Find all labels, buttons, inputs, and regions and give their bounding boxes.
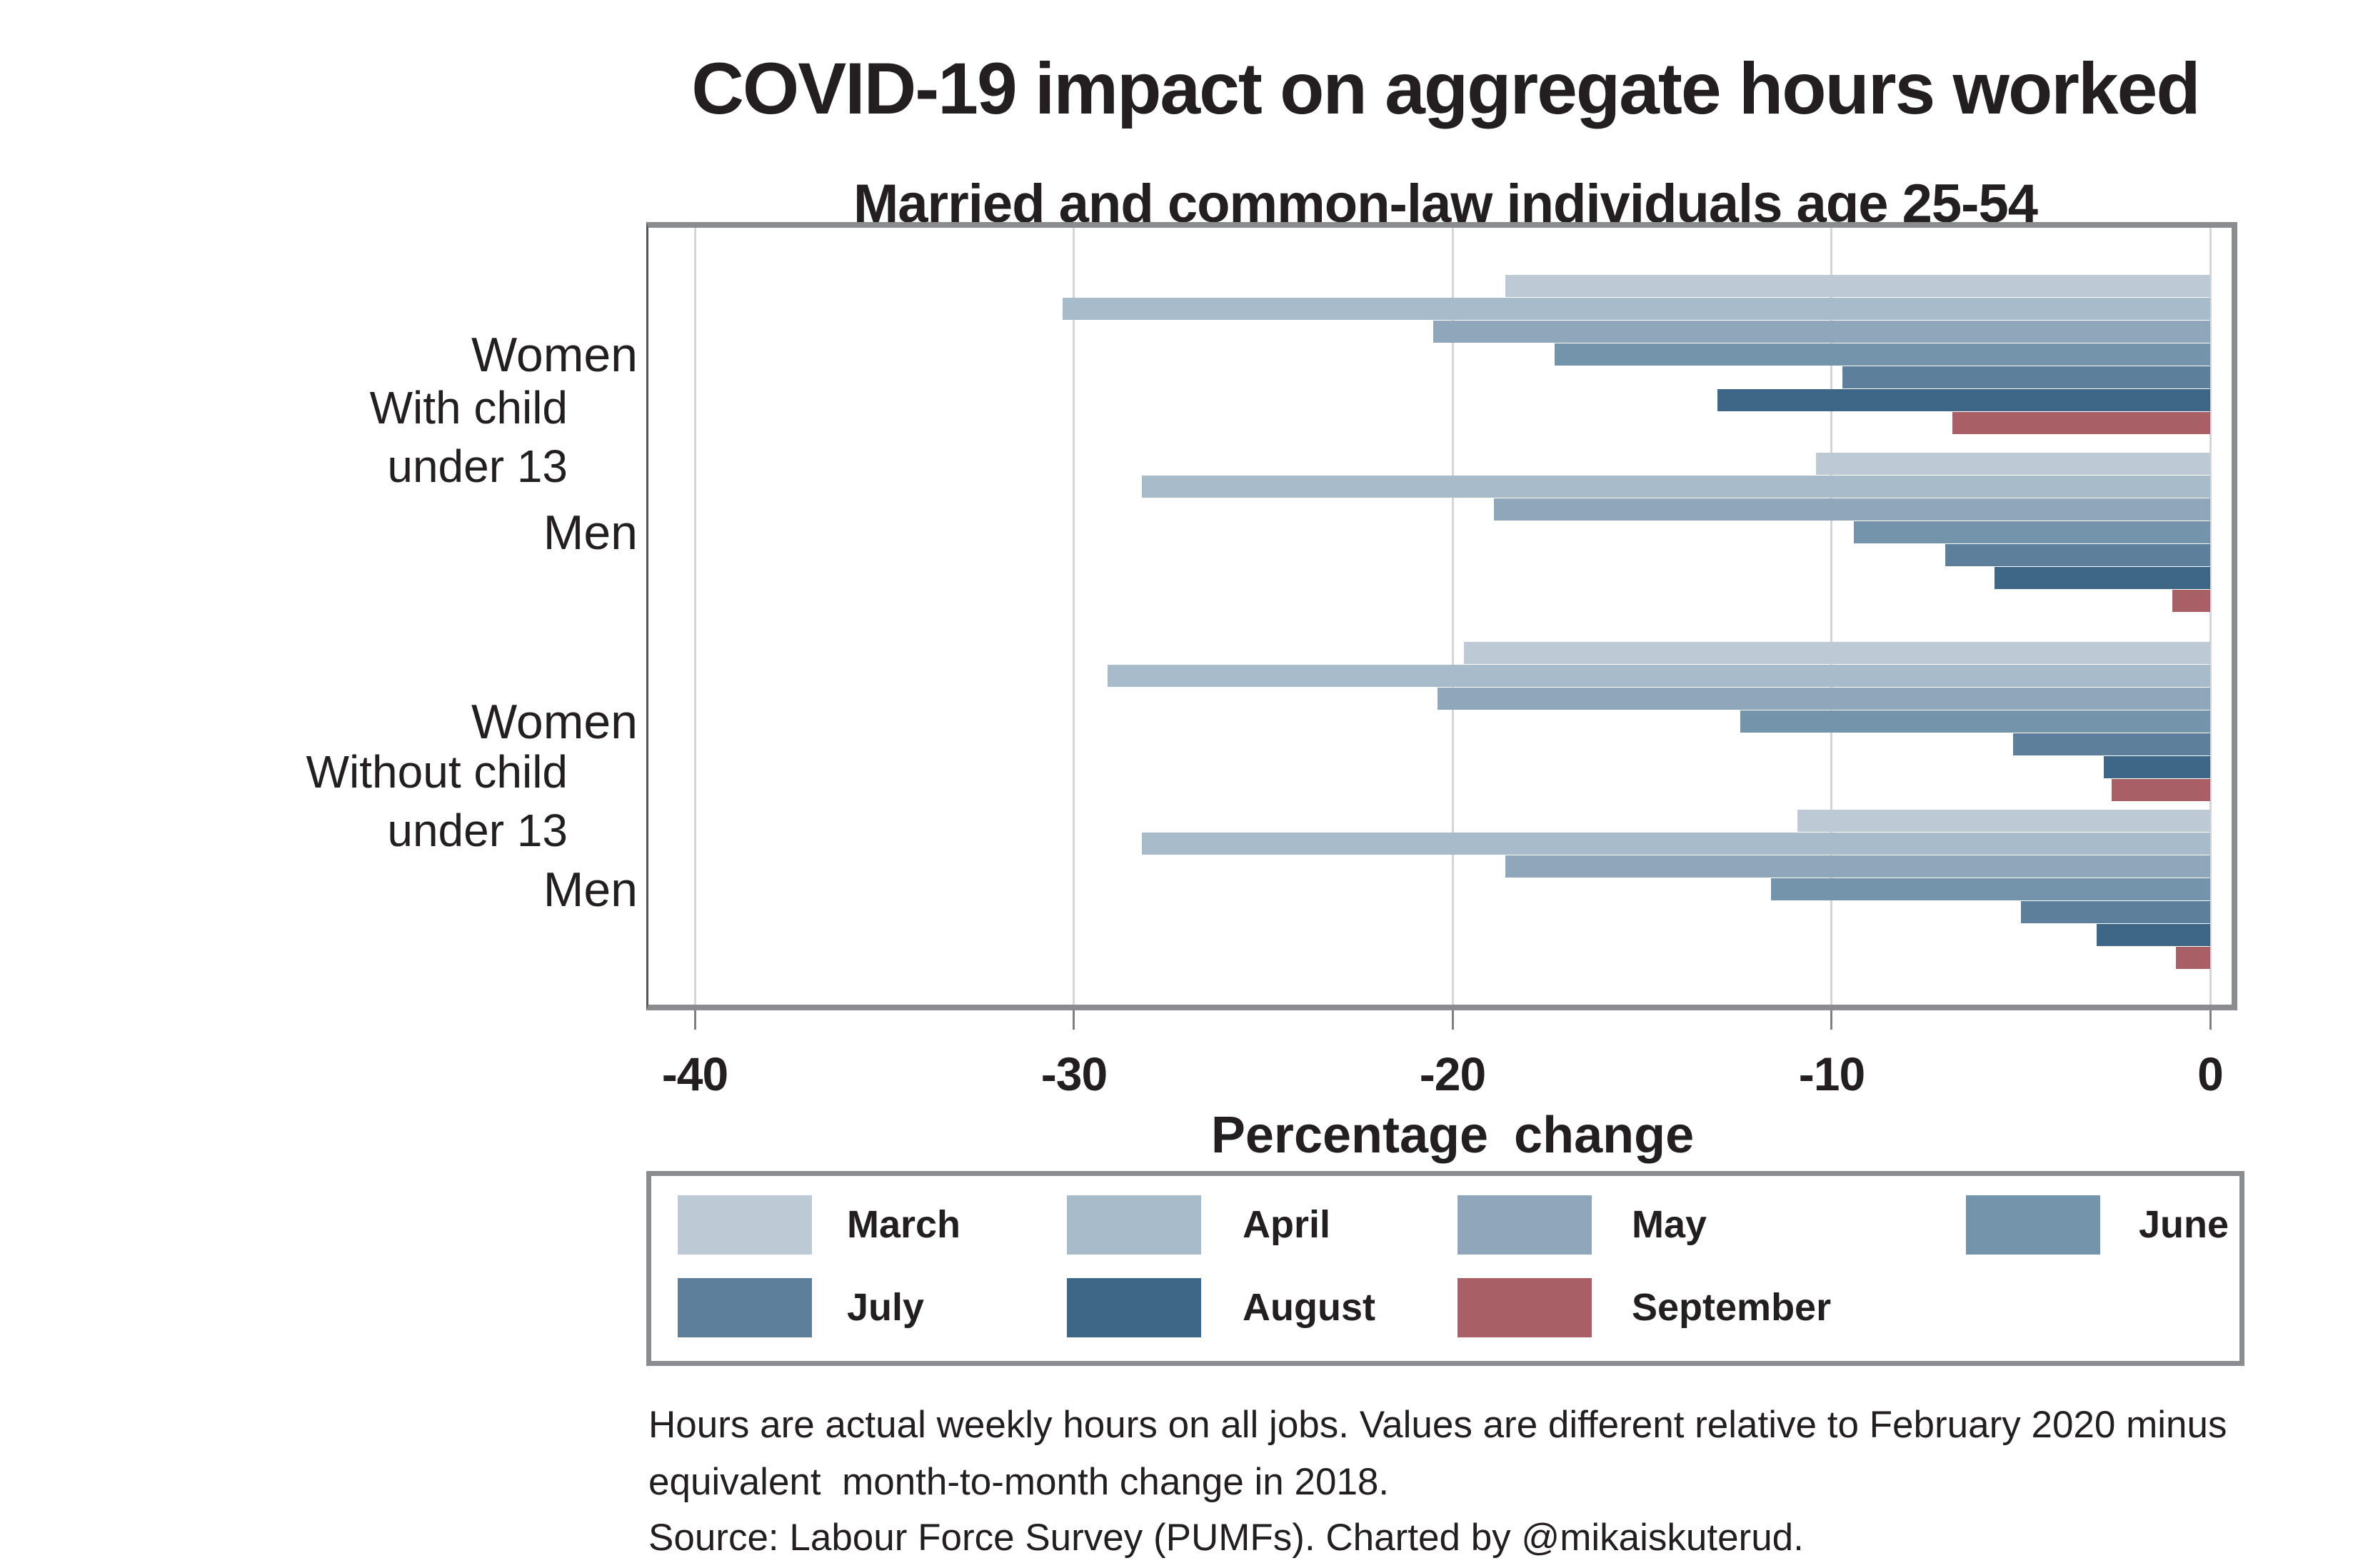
bar-women-august [1717,389,2210,411]
legend-box: March April May June July August September [646,1171,2244,1366]
chart-title: COVID-19 impact on aggregate hours worke… [691,48,2200,129]
bar-men-may [1505,855,2210,878]
bar-women-may [1438,688,2210,710]
bar-men-september [2176,947,2210,969]
bar-men-may [1494,498,2210,521]
footnote-line-2: equivalent month-to-month change in 2018… [648,1461,1390,1503]
bar-women-may [1433,321,2210,343]
section-label-0: With child under 13 [369,382,568,492]
legend-swatch-september [1458,1278,1592,1337]
legend-label-april: April [1243,1203,1331,1246]
bar-women-april [1108,665,2210,687]
legend-label-september: September [1632,1286,1832,1329]
bar-women-april [1063,298,2210,320]
bar-women-september [2112,779,2210,801]
legend-label-august: August [1243,1286,1375,1329]
x-tick--30 [1073,1010,1075,1030]
bar-men-march [1816,453,2210,475]
row-label-men-3: Men [543,863,638,917]
x-axis-title: Percentage change [1210,1107,1695,1164]
bar-women-july [1842,366,2210,388]
x-tick-label--20: -20 [1419,1047,1486,1100]
bar-women-march [1464,642,2210,664]
plot-area [646,222,2237,1010]
gridline--40 [694,228,696,1005]
legend-swatch-may [1458,1195,1592,1255]
legend-label-may: May [1632,1203,1707,1246]
bar-men-august [2097,924,2210,946]
gridline--10 [1830,228,1832,1005]
bar-women-september [1952,412,2210,434]
gridline-0 [2209,228,2212,1005]
x-tick-label--30: -30 [1040,1047,1108,1100]
legend-swatch-august [1067,1278,1201,1337]
legend-swatch-april [1067,1195,1201,1255]
footnote-line-1: Hours are actual weekly hours on all job… [648,1404,2227,1446]
plot-inner [648,228,2232,1005]
gridline--30 [1073,228,1075,1005]
bar-men-march [1797,810,2210,832]
x-tick-label--40: -40 [661,1047,728,1100]
legend-label-june: June [2139,1203,2229,1246]
row-label-women-2: Women [471,695,638,749]
x-tick-0 [2209,1010,2212,1030]
bar-women-july [2013,733,2210,755]
x-tick-label--10: -10 [1798,1047,1865,1100]
bar-women-june [1740,710,2210,733]
bar-men-july [1945,544,2210,566]
x-tick-label-0: 0 [2197,1047,2224,1100]
x-tick--40 [694,1010,696,1030]
x-tick--20 [1452,1010,1454,1030]
x-tick--10 [1830,1010,1832,1030]
row-label-women-0: Women [471,328,638,382]
row-label-men-1: Men [543,506,638,560]
bar-men-june [1771,878,2210,900]
bar-men-april [1142,476,2210,498]
section-label-1: Without child under 13 [306,746,568,856]
footnote-line-3: Source: Labour Force Survey (PUMFs). Cha… [648,1517,1804,1559]
bar-women-march [1505,275,2210,297]
legend-swatch-june [1966,1195,2100,1255]
bar-men-august [1995,567,2210,589]
legend-swatch-march [678,1195,812,1255]
bar-men-april [1142,833,2210,855]
legend-label-july: July [847,1286,925,1329]
legend-label-march: March [847,1203,961,1246]
bar-men-september [2172,590,2210,612]
bar-men-july [2021,901,2210,923]
bar-men-june [1854,521,2210,543]
gridline--20 [1452,228,1454,1005]
bar-women-august [2104,756,2210,778]
legend-swatch-july [678,1278,812,1337]
bar-women-june [1555,343,2210,366]
